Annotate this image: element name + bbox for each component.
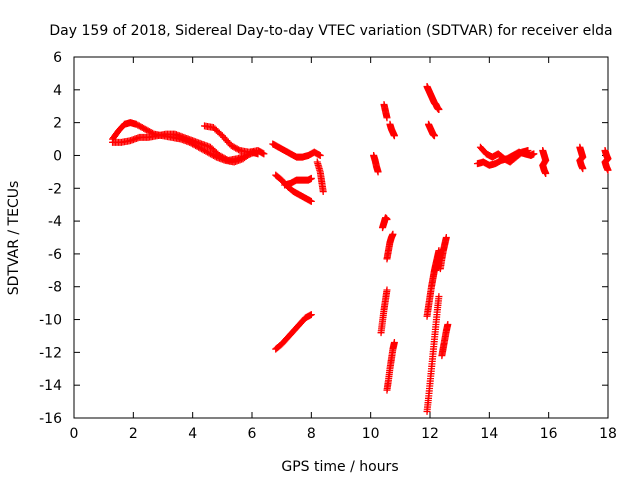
data-point: [260, 150, 268, 158]
series-arc-10: [380, 101, 391, 122]
data-point: [374, 168, 382, 176]
y-tick-label: -8: [48, 280, 62, 296]
y-tick-label: -4: [48, 214, 62, 230]
y-tick-label: -14: [39, 378, 62, 394]
x-tick-label: 6: [248, 426, 257, 442]
y-tick-label: -16: [39, 411, 62, 427]
series-arc-17: [423, 83, 443, 114]
data-point: [307, 197, 315, 205]
y-tick-label: 2: [53, 116, 62, 132]
y-tick-label: -12: [39, 345, 62, 361]
data-point: [524, 147, 532, 155]
series-arc-25: [539, 147, 550, 178]
data-point: [542, 170, 550, 178]
data-point: [316, 151, 324, 159]
data-point: [383, 286, 391, 294]
series-arc-26: [576, 143, 587, 173]
x-tick-label: 16: [540, 426, 558, 442]
data-point: [444, 320, 452, 328]
series-arc-21: [436, 234, 450, 273]
x-tick-label: 10: [362, 426, 380, 442]
chart-title: Day 159 of 2018, Sidereal Day-to-day VTE…: [49, 23, 612, 39]
x-tick-label: 18: [599, 426, 617, 442]
series-arc-22: [438, 320, 452, 360]
series-arc-4: [269, 140, 324, 161]
data-point: [390, 132, 398, 140]
data-point: [307, 311, 315, 319]
series-arc-24: [476, 143, 532, 166]
series-arc-7: [313, 158, 327, 196]
y-tick-label: -2: [48, 181, 62, 197]
y-axis: -16 -14 -12 -10 -8 -6 -4 -2 0 2 4 6: [39, 50, 608, 427]
data-point: [383, 114, 391, 122]
series-arc-13: [383, 230, 397, 263]
data-point: [307, 174, 315, 182]
x-axis-label: GPS time / hours: [281, 459, 398, 475]
y-axis-label: SDTVAR / TECUs: [6, 181, 22, 296]
data-point: [435, 293, 443, 301]
plot-area: [109, 83, 612, 415]
data-point: [579, 165, 587, 173]
x-tick-label: 14: [480, 426, 498, 442]
data-point: [442, 234, 450, 241]
data-point: [319, 188, 327, 196]
x-tick-label: 8: [307, 426, 316, 442]
x-tick-label: 2: [129, 426, 138, 442]
series-arc-18: [423, 293, 443, 415]
series-arc-8: [272, 311, 315, 353]
plot-frame: [73, 56, 609, 419]
data-point: [435, 106, 443, 114]
x-tick-label: 0: [70, 426, 79, 442]
data-point: [389, 230, 397, 238]
series-arc-12: [379, 214, 391, 232]
series-arc-9: [370, 151, 382, 176]
series-arc-6: [281, 174, 315, 189]
y-tick-label: 6: [53, 50, 62, 66]
y-tick-label: -6: [48, 247, 62, 263]
data-point: [604, 166, 612, 174]
data-point: [390, 339, 398, 347]
x-tick-label: 12: [421, 426, 439, 442]
x-tick-label: 4: [188, 426, 197, 442]
x-axis: 0 2 4 6 8 10 12 14 16 18: [70, 57, 617, 442]
series-arc-3: [201, 122, 268, 158]
series-arc-16: [425, 120, 438, 140]
series-arc-15: [383, 339, 398, 394]
data-point: [530, 150, 538, 158]
data-point: [430, 132, 438, 140]
data-point: [383, 215, 391, 223]
series-arc-27: [601, 147, 612, 174]
y-tick-label: 4: [53, 83, 62, 99]
y-tick-label: -10: [39, 313, 62, 329]
y-tick-label: 0: [53, 148, 62, 164]
series-arc-11: [386, 120, 398, 140]
series-arc-14: [377, 286, 391, 337]
